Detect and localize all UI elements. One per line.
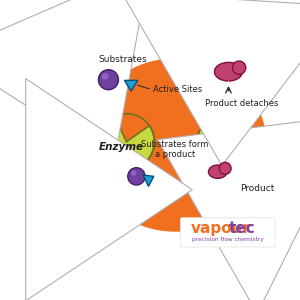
Circle shape [196, 118, 247, 168]
Circle shape [131, 170, 136, 176]
Text: Substrates form
a product: Substrates form a product [141, 140, 209, 159]
Text: Substrates: Substrates [99, 55, 147, 64]
Text: Active Sites: Active Sites [153, 85, 202, 94]
Ellipse shape [214, 62, 242, 81]
Wedge shape [226, 80, 231, 87]
Circle shape [128, 168, 145, 185]
Wedge shape [122, 161, 154, 190]
Text: Enzyme: Enzyme [99, 142, 144, 152]
Circle shape [98, 70, 118, 90]
Text: tec: tec [228, 221, 255, 236]
Text: vapour: vapour [191, 221, 251, 236]
Wedge shape [196, 161, 228, 188]
Circle shape [232, 61, 246, 74]
Circle shape [98, 114, 154, 170]
Circle shape [194, 163, 245, 214]
Polygon shape [143, 175, 154, 186]
Circle shape [102, 163, 155, 216]
Text: Product: Product [241, 184, 275, 193]
Ellipse shape [208, 165, 227, 178]
Circle shape [102, 73, 108, 80]
Circle shape [219, 162, 231, 174]
Ellipse shape [83, 58, 267, 232]
Wedge shape [203, 116, 237, 143]
Text: precision flow chemistry: precision flow chemistry [192, 237, 264, 242]
Wedge shape [114, 112, 151, 142]
Text: Product detaches: Product detaches [205, 98, 278, 107]
Polygon shape [124, 80, 138, 91]
FancyBboxPatch shape [180, 218, 275, 247]
